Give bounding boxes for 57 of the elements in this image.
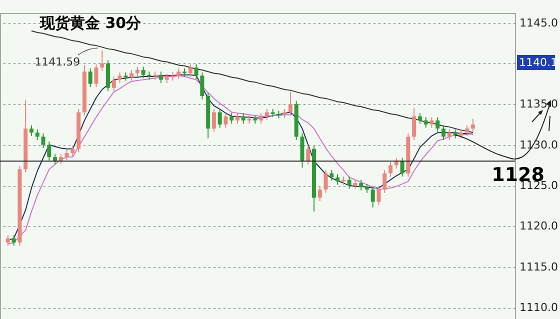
candlestick [88,68,92,88]
y-tick-label: 1145.0 [520,16,558,30]
candlestick [318,186,322,202]
candlestick [359,179,364,191]
candlestick [264,108,269,120]
candlestick [430,116,434,128]
candlestick [224,112,228,128]
candlestick [158,71,163,84]
candlestick [259,112,264,124]
annotation: 1141.59 [34,56,80,69]
candlestick [441,124,446,140]
candlestick [376,186,381,206]
candlestick [218,108,222,128]
candlestick [400,157,404,178]
candlestick [112,76,116,92]
candlestick [230,112,234,124]
candlestick [330,170,334,182]
candlestick [447,128,452,140]
y-tick-label: 1120.0 [520,220,558,233]
candlestick [241,112,246,124]
candlestick [64,149,69,161]
candlestick [6,234,10,246]
candlestick [470,118,475,132]
candlestick [100,50,104,72]
candlestick [194,64,198,80]
candlestick [188,64,192,77]
candlestick [424,116,428,128]
candlestick [370,186,375,208]
candlestick [306,145,310,165]
candlestick [412,108,416,140]
candlestick [29,124,34,136]
candlestick [235,112,240,124]
chart-title: 现货黄金 30分 [39,14,142,32]
candlestick [118,72,122,84]
candlestick [141,66,146,79]
candlestick [176,68,181,80]
candlestick [70,145,75,157]
candlestick [12,234,16,246]
candlestick [41,132,46,149]
candlestick [94,64,98,88]
candlestick [336,174,340,186]
candlestick [212,108,216,132]
y-tick-label: 1110.0 [520,301,558,314]
y-tick-label: 1115.0 [520,260,558,274]
candlestick [418,112,422,124]
candlestick [388,161,393,178]
candlestick [35,128,40,140]
candlestick [47,141,52,161]
candlestick [130,69,134,82]
candlestick [324,170,328,194]
candlestick [200,72,204,100]
candlestick [347,176,352,190]
candlestick [465,124,470,136]
candlestick [288,91,292,116]
candlestick [382,170,387,194]
candlestick [135,66,140,77]
candlestick [436,116,440,132]
